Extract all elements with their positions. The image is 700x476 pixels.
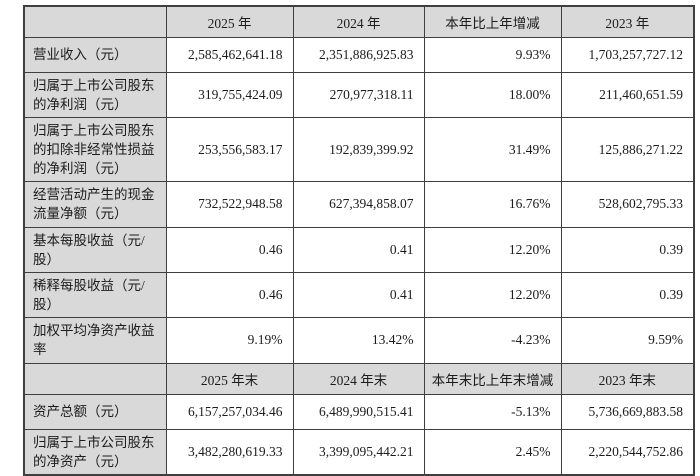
col-header-2025-end: 2025 年末 [165,362,294,395]
value-cell: 6,157,257,034.46 [165,393,294,430]
table-row-weighted-avg-roe: 加权平均净资产收益率 9.19% 13.42% -4.23% 9.59% [23,317,695,364]
value-cell: 16.76% [423,181,562,228]
row-label: 加权平均净资产收益率 [23,317,167,364]
corner-cell [23,5,167,38]
row-label: 资产总额（元） [23,393,167,430]
value-cell: -5.13% [423,393,562,430]
value-cell: 211,460,651.59 [560,71,695,118]
value-cell: 3,399,095,442.21 [292,428,425,476]
value-cell: 0.46 [165,226,294,273]
table-row-diluted-eps: 稀释每股收益（元/股） 0.46 0.41 12.20% 0.39 [23,271,695,319]
table-row-total-assets: 资产总额（元） 6,157,257,034.46 6,489,990,515.4… [23,393,695,430]
col-header-2023-end: 2023 年末 [560,362,695,395]
value-cell: 0.46 [165,271,294,319]
value-cell: 192,839,399.92 [292,116,425,183]
value-cell: 270,977,318.11 [292,71,425,118]
col-header-yoy-change: 本年比上年增减 [423,5,562,38]
financial-summary-table-container: 2025 年 2024 年 本年比上年增减 2023 年 营业收入（元） 2,5… [23,5,695,476]
value-cell: 125,886,271.22 [560,116,695,183]
table-row-net-profit-excl-nonrecurring: 归属于上市公司股东的扣除非经常性损益的净利润（元） 253,556,583.17… [23,116,695,183]
value-cell: 2,585,462,641.18 [165,36,294,73]
row-label: 归属于上市公司股东的净利润（元） [23,71,167,118]
value-cell: 9.19% [165,317,294,364]
col-header-2023: 2023 年 [560,5,695,38]
value-cell: 2,351,886,925.83 [292,36,425,73]
value-cell: 18.00% [423,71,562,118]
value-cell: 12.20% [423,226,562,273]
value-cell: 31.49% [423,116,562,183]
value-cell: 2.45% [423,428,562,476]
value-cell: 3,482,280,619.33 [165,428,294,476]
value-cell: 9.93% [423,36,562,73]
row-label: 营业收入（元） [23,36,167,73]
table-row-net-assets: 归属于上市公司股东的净资产（元） 3,482,280,619.33 3,399,… [23,428,695,476]
annual-header-row: 2025 年 2024 年 本年比上年增减 2023 年 [23,5,695,38]
table-row-net-profit: 归属于上市公司股东的净利润（元） 319,755,424.09 270,977,… [23,71,695,118]
col-header-2024: 2024 年 [292,5,425,38]
year-end-header-row: 2025 年末 2024 年末 本年末比上年末增减 2023 年末 [23,362,695,395]
value-cell: 528,602,795.33 [560,181,695,228]
value-cell: 13.42% [292,317,425,364]
table-row-basic-eps: 基本每股收益（元/股） 0.46 0.41 12.20% 0.39 [23,226,695,273]
value-cell: 319,755,424.09 [165,71,294,118]
value-cell: 5,736,669,883.58 [560,393,695,430]
col-header-2025: 2025 年 [165,5,294,38]
value-cell: -4.23% [423,317,562,364]
col-header-2024-end: 2024 年末 [292,362,425,395]
value-cell: 1,703,257,727.12 [560,36,695,73]
value-cell: 0.39 [560,271,695,319]
table-row-operating-cash-flow: 经营活动产生的现金流量净额（元） 732,522,948.58 627,394,… [23,181,695,228]
row-label: 稀释每股收益（元/股） [23,271,167,319]
value-cell: 0.39 [560,226,695,273]
value-cell: 253,556,583.17 [165,116,294,183]
value-cell: 12.20% [423,271,562,319]
value-cell: 2,220,544,752.86 [560,428,695,476]
value-cell: 6,489,990,515.41 [292,393,425,430]
col-header-year-end-change: 本年末比上年末增减 [423,362,562,395]
row-label: 基本每股收益（元/股） [23,226,167,273]
value-cell: 0.41 [292,271,425,319]
value-cell: 0.41 [292,226,425,273]
value-cell: 9.59% [560,317,695,364]
corner-cell [23,362,167,395]
value-cell: 627,394,858.07 [292,181,425,228]
value-cell: 732,522,948.58 [165,181,294,228]
financial-summary-table: 2025 年 2024 年 本年比上年增减 2023 年 营业收入（元） 2,5… [23,5,695,476]
row-label: 归属于上市公司股东的扣除非经常性损益的净利润（元） [23,116,167,183]
row-label: 经营活动产生的现金流量净额（元） [23,181,167,228]
row-label: 归属于上市公司股东的净资产（元） [23,428,167,476]
table-row-operating-revenue: 营业收入（元） 2,585,462,641.18 2,351,886,925.8… [23,36,695,73]
